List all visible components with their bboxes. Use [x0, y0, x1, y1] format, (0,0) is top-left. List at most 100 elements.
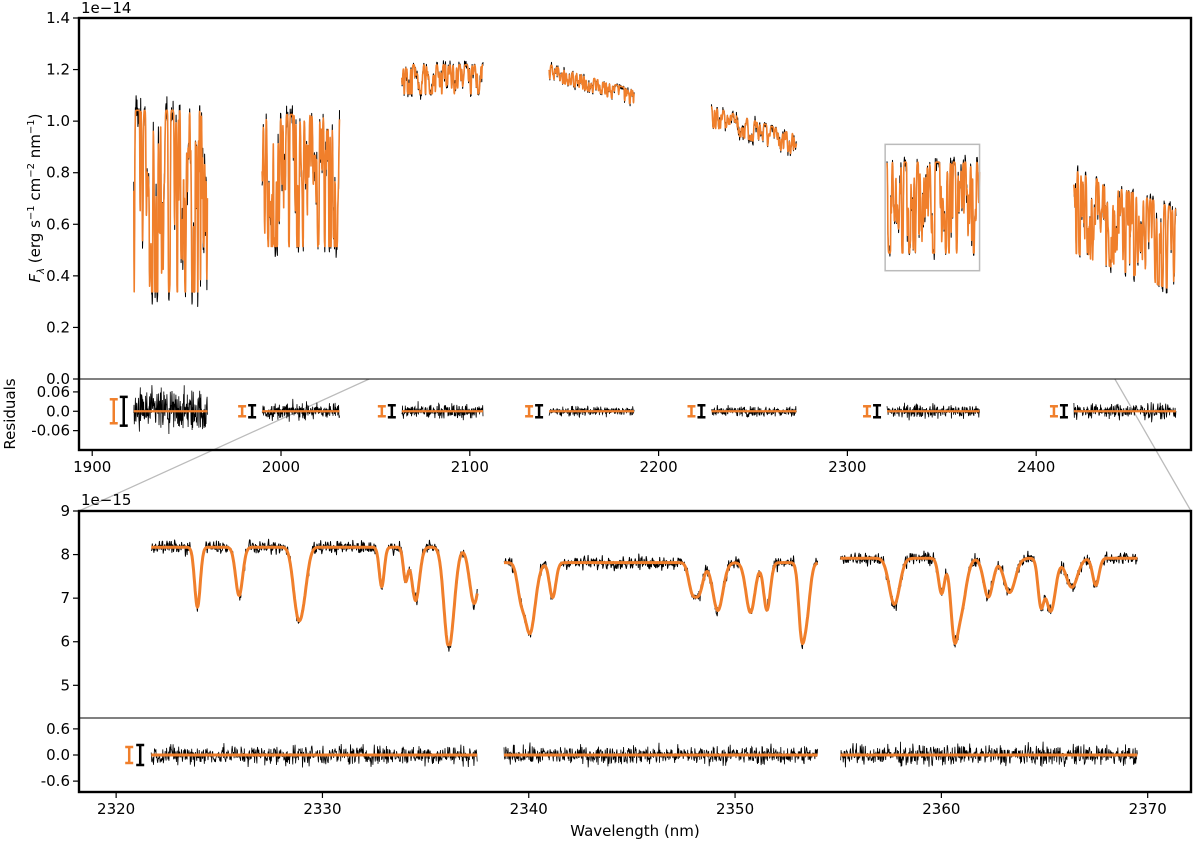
- top-ytick-label: 0.4: [46, 267, 70, 285]
- zoom-residual-ytick-label: -0.6: [41, 772, 70, 790]
- model-spectrum-segment: [548, 64, 635, 105]
- unit-exp-2: −2: [26, 163, 37, 178]
- data-error-bar: [387, 404, 396, 419]
- top-spectrum-panel: 0.0 0.2 0.4 0.6 0.8 1.0 1.2 1.4 1e−14 Fλ (erg s…: [26, 0, 1191, 388]
- residual-segment: [125, 743, 478, 768]
- zoom-y-ticks: 5 6 7 8 9: [60, 502, 79, 694]
- zoom-residual-ytick-label: 0.6: [46, 720, 70, 738]
- top-offset-text: 1e−14: [81, 0, 131, 17]
- zoom-residual-marks: [125, 741, 1138, 768]
- unit-exp-3: −1: [26, 119, 37, 134]
- unit-part-2: cm: [26, 178, 44, 206]
- residual-segment: [377, 401, 484, 421]
- top-xtick-label: 2100: [451, 458, 489, 476]
- zoom-region-box: [884, 143, 981, 272]
- data-error-bar: [136, 743, 145, 767]
- model-error-bar: [125, 745, 134, 765]
- model-spectrum-segment: [261, 113, 341, 248]
- zoom-x-ticks: 2320 2330 2340 2350 2360 2370: [97, 792, 1167, 818]
- top-ytick-label: 0.0: [46, 370, 70, 388]
- top-spectrum-marks: [133, 60, 1177, 307]
- top-xtick-label: 2200: [640, 458, 678, 476]
- model-spectrum-segment: [503, 561, 819, 646]
- top-xtick-label: 2300: [828, 458, 866, 476]
- model-spectrum-segment: [1073, 171, 1177, 289]
- model-spectrum-segment: [401, 64, 484, 95]
- model-error-bar: [687, 405, 696, 418]
- zoom-ytick-label: 9: [60, 502, 70, 520]
- flux-subscript: λ: [36, 268, 47, 275]
- zoom-offset-text: 1e−15: [81, 491, 131, 509]
- model-spectrum-segment: [150, 545, 479, 647]
- zoom-residual-y-ticks: 0.6 0.0 -0.6: [41, 720, 79, 790]
- top-xtick-label: 2000: [262, 458, 300, 476]
- top-xtick-label: 1900: [73, 458, 111, 476]
- residual-segment: [1049, 402, 1177, 423]
- model-spectrum-segment: [133, 109, 209, 293]
- unit-close: ): [26, 113, 44, 119]
- model-spectrum-segment: [886, 161, 981, 254]
- data-error-bar: [119, 395, 128, 427]
- top-residual-panel: 0.060.0 -0.06 1900 2000 2100 2200 2300 2400 Re…: [1, 378, 1177, 476]
- model-error-bar: [238, 405, 247, 418]
- model-spectrum-segment: [710, 106, 798, 155]
- top-ytick-label: 1.2: [46, 61, 70, 79]
- residuals-axis-label: Residuals: [1, 378, 19, 449]
- zoom-residual-ytick-label: 0.0: [46, 746, 70, 764]
- unit-part-3: nm: [26, 134, 44, 163]
- top-residual-ytick-label: 0.06: [37, 383, 70, 401]
- top-residual-ytick-label: 0.0: [46, 402, 70, 420]
- data-error-bar: [248, 404, 257, 419]
- residual-segment: [840, 741, 1138, 768]
- model-error-bar: [377, 405, 386, 418]
- data-error-bar: [535, 404, 544, 419]
- residual-segment: [109, 385, 208, 435]
- residual-segment: [525, 404, 635, 419]
- residual-trace: [133, 385, 208, 435]
- zoom-ytick-label: 7: [60, 589, 70, 607]
- zoom-ytick-label: 5: [60, 676, 70, 694]
- top-residual-y-ticks: 0.060.0 -0.06: [31, 383, 79, 440]
- flux-symbol: F: [26, 274, 44, 283]
- zoom-residual-panel: 0.6 0.0 -0.6 2320 2330 2340 2350 2360 2370 Wave…: [41, 720, 1167, 840]
- residual-segment: [238, 398, 340, 422]
- top-ytick-label: 0.2: [46, 318, 70, 336]
- residual-segment: [687, 404, 797, 419]
- top-y-ticks: 0.0 0.2 0.4 0.6 0.8 1.0 1.2 1.4: [46, 9, 79, 388]
- top-xtick-label: 2400: [1017, 458, 1055, 476]
- top-ytick-label: 1.4: [46, 9, 70, 27]
- top-residual-marks: [109, 385, 1177, 435]
- data-error-bar: [1059, 404, 1068, 419]
- model-error-bar: [863, 405, 872, 418]
- zoom-xtick-label: 2370: [1129, 800, 1167, 818]
- zoom-spectrum-marks: [150, 538, 1139, 652]
- model-error-bar: [109, 398, 118, 425]
- model-error-bar: [1049, 405, 1058, 418]
- top-residual-ytick-label: -0.06: [31, 422, 70, 440]
- data-error-bar: [697, 404, 706, 419]
- top-axes-frame: [77, 16, 1193, 452]
- zoom-xtick-label: 2340: [510, 800, 548, 818]
- data-error-bar: [873, 404, 882, 419]
- top-ytick-label: 1.0: [46, 112, 70, 130]
- top-ytick-label: 0.6: [46, 215, 70, 233]
- model-spectrum-segment: [839, 556, 1139, 645]
- x-axis-label: Wavelength (nm): [570, 822, 700, 840]
- top-x-ticks: 1900 2000 2100 2200 2300 2400: [73, 450, 1055, 476]
- model-error-bar: [525, 405, 534, 418]
- zoom-ytick-label: 8: [60, 546, 70, 564]
- zoom-ytick-label: 6: [60, 633, 70, 651]
- unit-exp-1: −1: [26, 205, 37, 220]
- zoom-xtick-label: 2360: [922, 800, 960, 818]
- top-y-axis-label: Fλ (erg s−1 cm−2 nm−1): [26, 113, 47, 282]
- residual-trace: [886, 402, 980, 421]
- residual-segment: [863, 402, 980, 421]
- zoom-axes-frame: [77, 509, 1193, 794]
- zoom-xtick-label: 2350: [716, 800, 754, 818]
- top-ytick-label: 0.8: [46, 164, 70, 182]
- zoom-xtick-label: 2330: [303, 800, 341, 818]
- residual-segment: [503, 742, 818, 768]
- unit-part-1: (erg s: [26, 220, 44, 268]
- zoom-spectrum-panel: 5 6 7 8 9 1e−15: [60, 491, 1139, 694]
